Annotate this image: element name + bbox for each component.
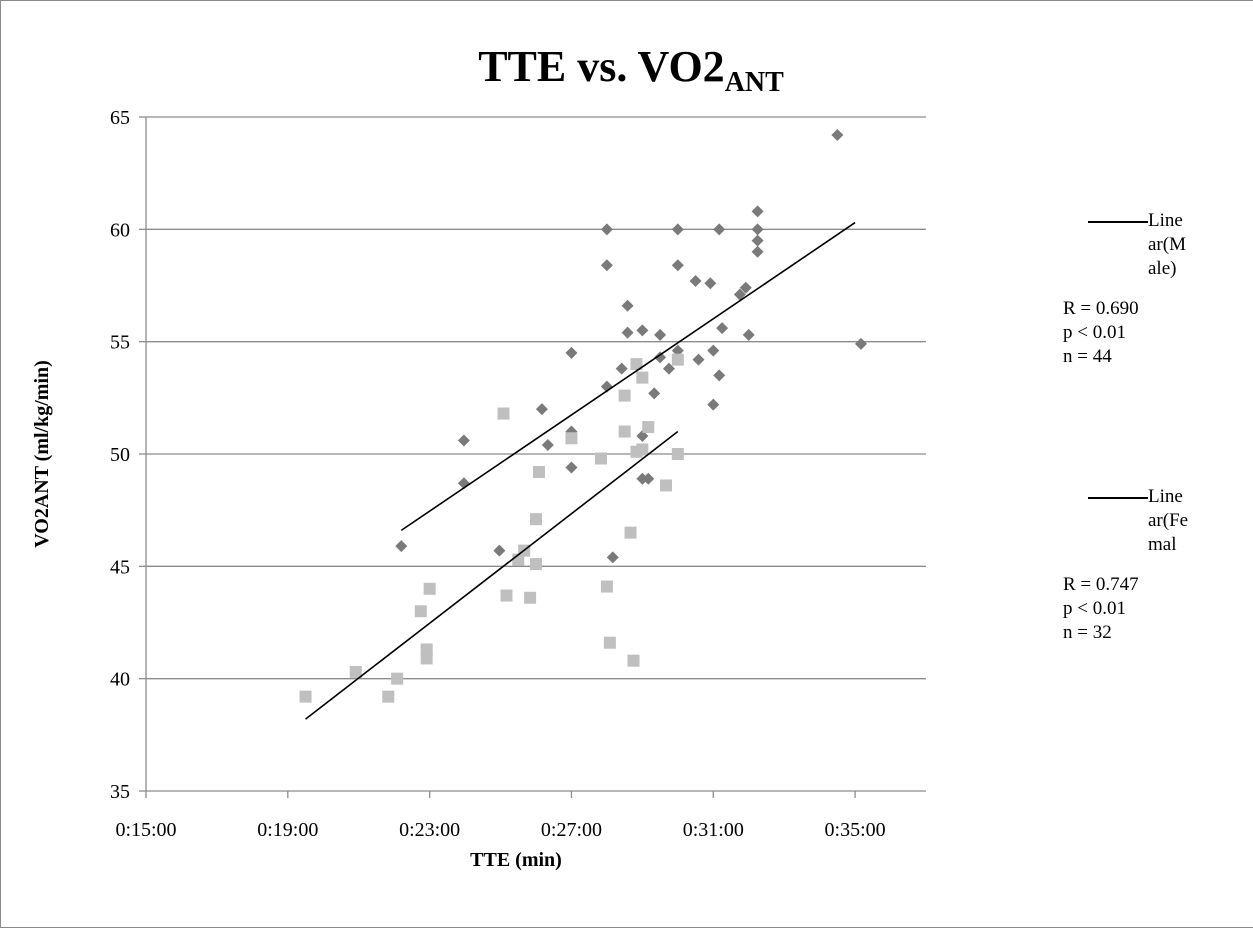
point-male-9 [600,223,613,236]
point-male-4 [535,403,548,416]
point-female-3 [391,672,404,685]
point-male-16 [636,324,649,337]
trendline-male [400,221,856,532]
point-male-8 [565,461,578,474]
point-female-20 [618,389,631,402]
point-male-25 [671,259,684,272]
y-tick-label-35: 35 [110,781,130,803]
x-tick-label-2: 0:23:00 [399,819,460,841]
point-male-21 [654,328,667,341]
stat-n-male: n = 44 [1063,346,1112,367]
point-male-35 [733,288,746,301]
point-female-7 [423,582,436,595]
legend-stats-female: R = 0.747 p < 0.01 n = 32 [1063,573,1139,645]
x-axis-label: TTE (min) [470,849,562,871]
point-female-0 [299,690,312,703]
point-female-18 [600,580,613,593]
chart-title: TTE vs. VO2ANT [478,42,784,98]
point-female-26 [636,371,649,384]
y-tick-label-50: 50 [110,444,130,466]
point-male-3 [493,544,506,557]
point-female-13 [530,513,542,526]
point-male-28 [692,353,705,366]
point-female-17 [595,452,607,465]
x-tick-label-0: 0:15:00 [115,819,176,841]
point-male-37 [742,328,755,341]
point-female-31 [671,448,684,460]
point-male-19 [642,472,655,485]
point-female-27 [636,443,649,456]
point-male-6 [565,346,578,359]
point-male-32 [713,369,726,382]
point-male-22 [654,351,667,364]
stat-r-male: R = 0.690 [1063,298,1139,319]
y-tick-label-65: 65 [110,107,130,129]
point-female-1 [349,665,362,678]
point-male-14 [621,299,634,312]
chart-title-subscript: ANT [725,67,784,98]
y-tick-label-40: 40 [110,669,130,691]
point-female-12 [524,591,537,604]
point-male-1 [457,434,470,447]
legend-label-male: Linear(Male) [1148,210,1186,279]
y-tick-label-60: 60 [110,219,130,241]
point-female-4 [414,605,427,618]
legend-label-female: Linear(Female) [1148,486,1189,555]
point-male-40 [751,234,764,247]
point-male-43 [855,337,867,350]
point-female-16 [565,432,578,445]
point-female-2 [382,690,395,703]
stat-n-female: n = 32 [1063,622,1112,643]
point-male-0 [395,540,408,553]
point-male-38 [751,205,764,218]
x-tick-label-5: 0:35:00 [825,819,886,841]
point-male-29 [704,277,717,290]
point-male-33 [716,322,729,335]
stat-r-female: R = 0.747 [1063,574,1139,595]
point-male-39 [751,223,764,236]
point-female-24 [630,358,643,371]
point-male-13 [615,362,628,375]
point-male-36 [739,281,752,294]
stat-p-female: p < 0.01 [1063,598,1126,619]
point-female-6 [420,643,433,656]
point-female-15 [532,465,545,478]
point-male-34 [707,398,720,411]
y-tick-label-55: 55 [110,332,130,354]
point-male-31 [713,223,726,236]
point-female-29 [660,479,672,492]
point-female-30 [671,353,684,366]
chart-title-main: TTE vs. VO2 [478,42,725,91]
legend-line-female [1088,497,1148,499]
legend-line-male [1088,221,1148,223]
point-male-30 [707,344,720,357]
x-tick-label-1: 0:19:00 [257,819,318,841]
point-male-27 [689,275,702,288]
y-axis-label: VO2ANT (ml/kg/min) [31,360,53,548]
trendline-female [305,430,679,720]
point-female-21 [618,425,631,438]
point-male-15 [621,326,634,339]
stat-p-male: p < 0.01 [1063,322,1126,343]
point-male-24 [671,223,684,236]
point-male-41 [751,245,764,258]
point-female-28 [642,421,655,434]
point-male-20 [648,387,661,400]
point-female-19 [603,636,616,649]
x-tick-label-4: 0:31:00 [683,819,744,841]
point-male-42 [831,128,844,141]
point-male-5 [541,439,554,452]
y-tick-label-45: 45 [110,556,130,578]
point-female-14 [530,558,542,571]
point-male-10 [600,259,613,272]
point-male-12 [606,551,619,564]
x-tick-label-3: 0:27:00 [541,819,602,841]
point-female-9 [500,589,513,602]
point-female-22 [624,526,637,539]
point-female-23 [627,654,640,667]
legend-stats-male: R = 0.690 p < 0.01 n = 44 [1063,297,1139,369]
point-female-8 [497,407,510,420]
